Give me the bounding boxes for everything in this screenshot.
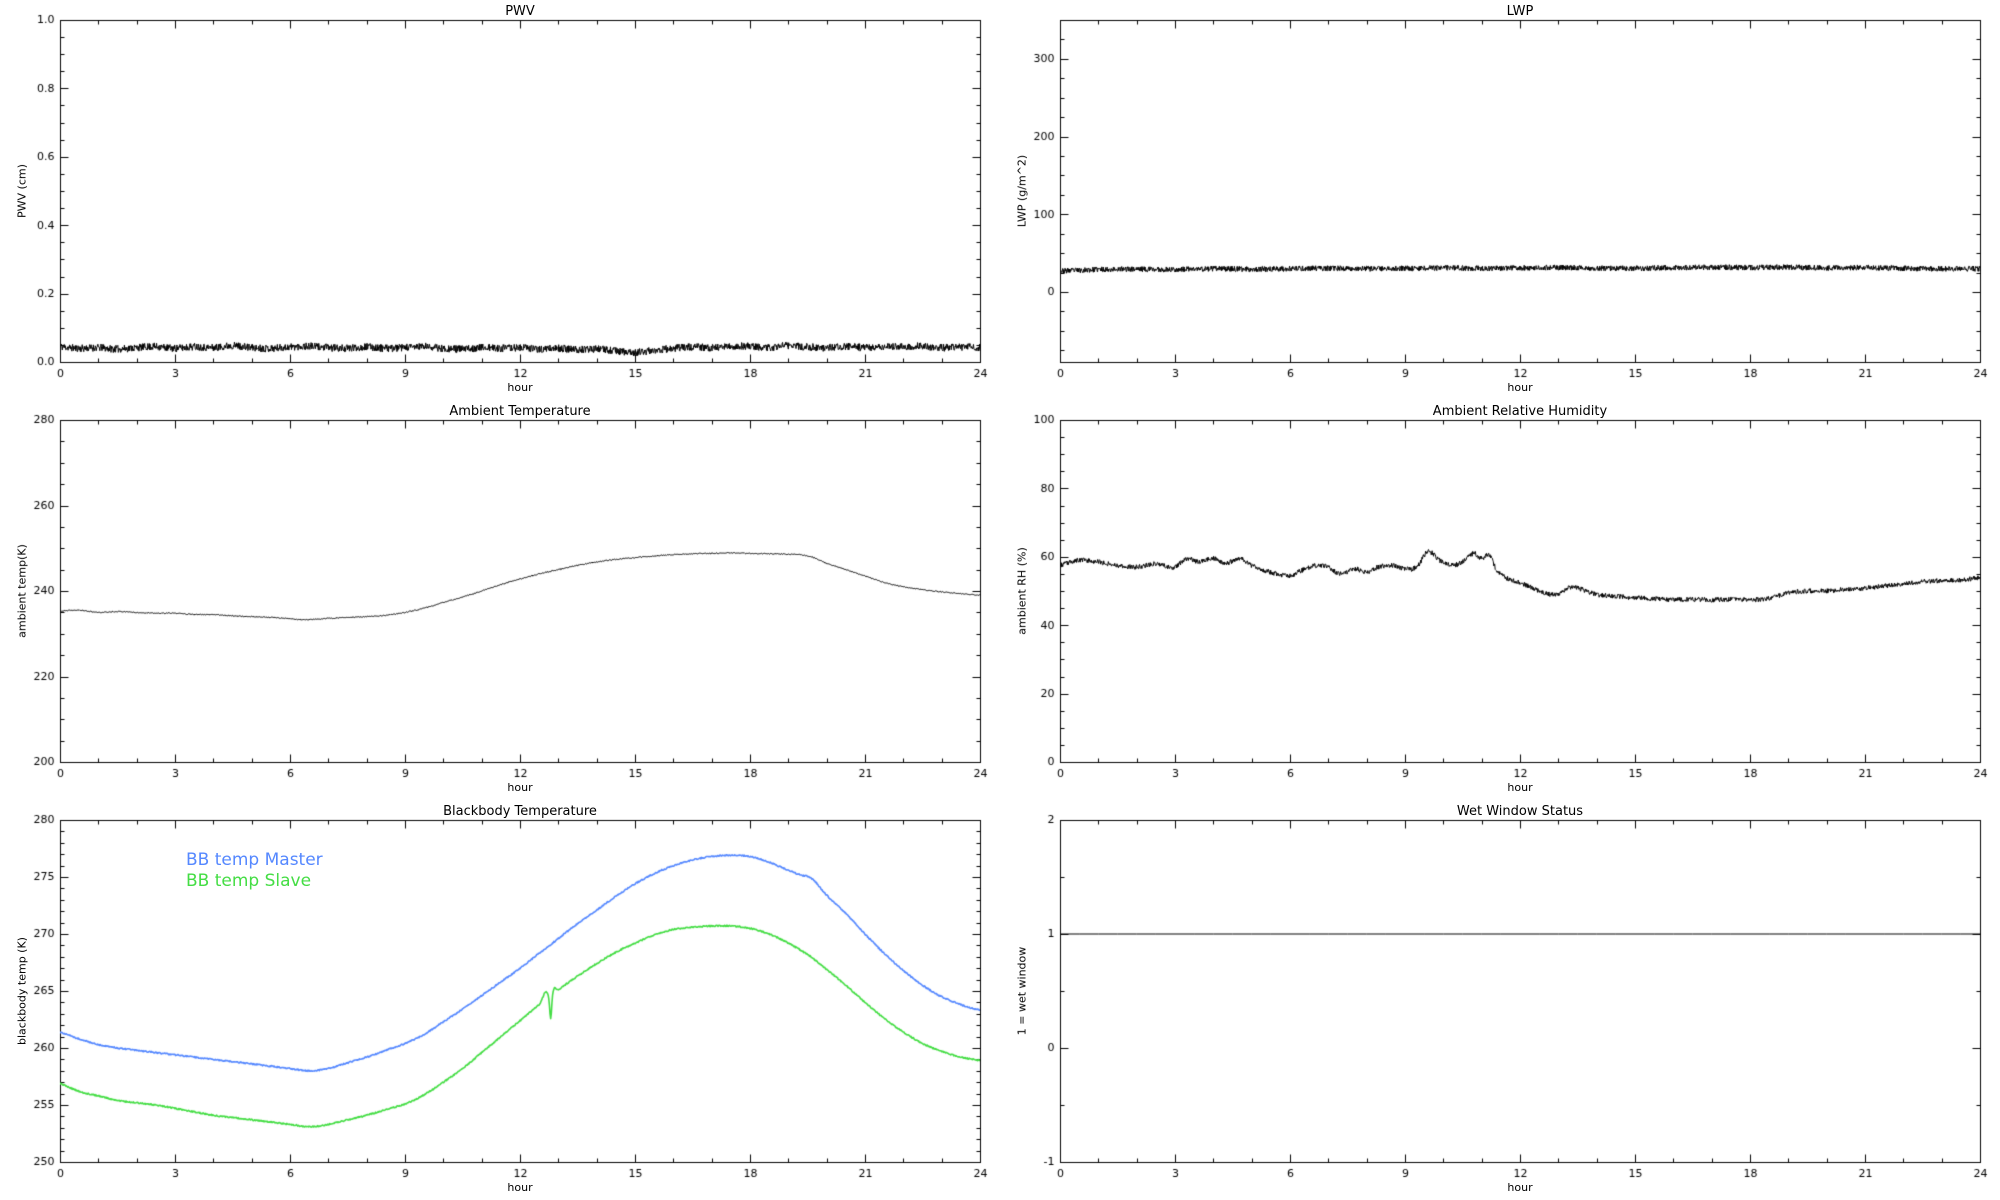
ambient-relative-humidity-y-axis-label: ambient RH (%): [1015, 547, 1029, 635]
pwv-y-axis-label: PWV (cm): [15, 164, 29, 218]
wet-window-status-x-axis-label: hour: [1507, 1181, 1533, 1194]
pwv-chart-title: PWV: [505, 4, 535, 19]
wet-window-status-y-axis-label: 1 = wet window: [1015, 946, 1029, 1036]
legend-item-bb-temp-master: BB temp Master: [186, 850, 323, 870]
lwp-chart-title: LWP: [1506, 4, 1534, 19]
ambient-temperature-x-axis-label: hour: [507, 781, 533, 794]
blackbody-temperature-x-axis-label: hour: [507, 1181, 533, 1194]
lwp-y-axis-label: LWP (g/m^2): [1015, 154, 1029, 228]
chart-pwv: PWV hour PWV (cm): [0, 0, 1000, 400]
blackbody-temperature-plot-canvas: [0, 800, 1000, 1200]
pwv-plot-canvas: [0, 0, 1000, 400]
chart-blackbody-temperature: Blackbody Temperature hour blackbody tem…: [0, 800, 1000, 1200]
lwp-x-axis-label: hour: [1507, 381, 1533, 394]
ambient-temperature-y-axis-label: ambient temp(K): [15, 544, 29, 638]
blackbody-temperature-chart-title: Blackbody Temperature: [443, 804, 597, 819]
chart-lwp: LWP hour LWP (g/m^2): [1000, 0, 2000, 400]
chart-ambient-relative-humidity: Ambient Relative Humidity hour ambient R…: [1000, 400, 2000, 800]
chart-ambient-temperature: Ambient Temperature hour ambient temp(K): [0, 400, 1000, 800]
wet-window-status-chart-title: Wet Window Status: [1456, 804, 1584, 819]
blackbody-legend: BB temp Master BB temp Slave: [186, 850, 323, 892]
ambient-relative-humidity-plot-canvas: [1000, 400, 2000, 800]
ambient-relative-humidity-x-axis-label: hour: [1507, 781, 1533, 794]
ambient-temperature-chart-title: Ambient Temperature: [449, 404, 591, 419]
wet-window-status-plot-canvas: [1000, 800, 2000, 1200]
chart-wet-window-status: Wet Window Status hour 1 = wet window: [1000, 800, 2000, 1200]
blackbody-temperature-y-axis-label: blackbody temp (K): [15, 937, 29, 1045]
ambient-relative-humidity-chart-title: Ambient Relative Humidity: [1432, 404, 1608, 419]
pwv-x-axis-label: hour: [507, 381, 533, 394]
lwp-plot-canvas: [1000, 0, 2000, 400]
ambient-temperature-plot-canvas: [0, 400, 1000, 800]
legend-item-bb-temp-slave: BB temp Slave: [186, 871, 312, 891]
